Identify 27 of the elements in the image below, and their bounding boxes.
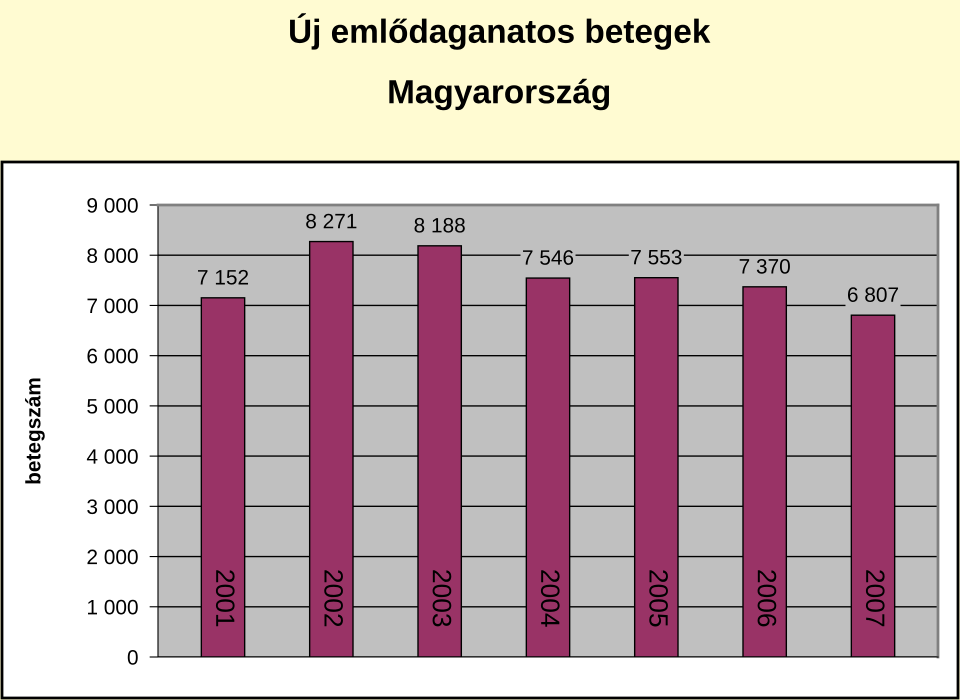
- x-tick-label: 2007: [866, 570, 885, 626]
- data-label: 7 546: [523, 250, 574, 265]
- chart-title: Új emlődaganatos betegek: [290, 13, 710, 50]
- data-label: 7 152: [198, 270, 248, 285]
- y-tick-label: 4 000: [86, 449, 138, 464]
- y-tick-label: 2 000: [87, 550, 138, 564]
- y-tick-label: 5 000: [87, 398, 138, 414]
- x-tick-label: 2005: [649, 570, 668, 626]
- data-label: 8 188: [414, 218, 465, 233]
- x-tick-label: 2001: [216, 570, 235, 626]
- data-label: 6 807: [848, 287, 898, 302]
- x-tick-label: 2003: [432, 570, 452, 626]
- y-tick-label: 1 000: [88, 600, 138, 615]
- data-label: 8 271: [306, 214, 356, 228]
- y-tick-label: 8 000: [87, 248, 138, 263]
- x-tick-label: 2006: [758, 570, 776, 626]
- data-label: 7 370: [740, 258, 790, 274]
- y-tick-label: 7 000: [87, 298, 138, 314]
- x-tick-label: 2002: [324, 570, 343, 626]
- data-label: 7 553: [631, 250, 682, 265]
- y-axis-title: betegszám: [25, 378, 45, 484]
- chart-subtitle: Magyarország: [389, 78, 610, 110]
- y-tick-label: 6 000: [87, 348, 138, 364]
- x-tick-label: 2004: [540, 570, 560, 627]
- y-tick-label: 3 000: [87, 499, 138, 514]
- y-tick-label: 0: [128, 650, 138, 665]
- y-tick-label: 9 000: [87, 198, 138, 213]
